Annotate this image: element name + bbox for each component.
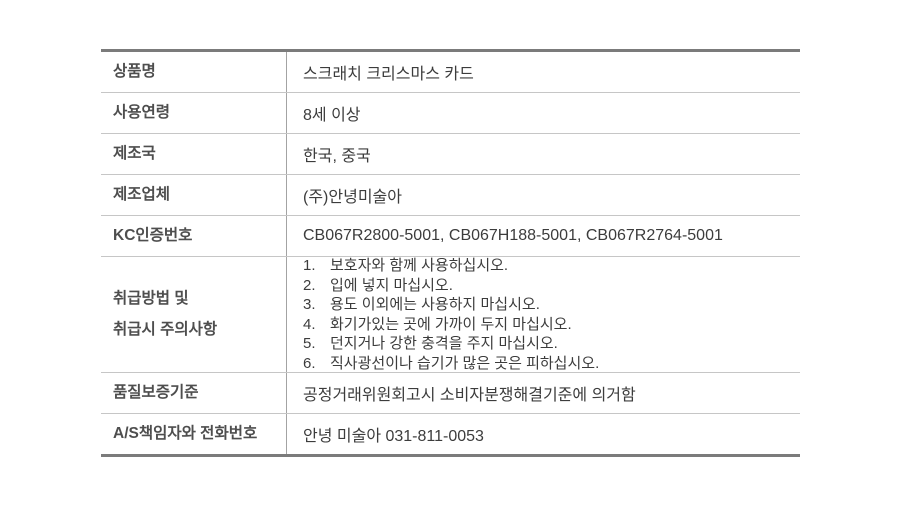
precaution-text: 용도 이외에는 사용하지 마십시오. [330, 296, 540, 313]
precaution-number: 3. [303, 296, 316, 313]
spec-row-manufacturer: 제조업체 (주)안녕미술아 [101, 175, 800, 216]
spec-value: 안녕 미술아 031-811-0053 [303, 428, 484, 445]
spec-value: 한국, 중국 [303, 148, 371, 165]
spec-value: CB067R2800-5001, CB067H188-5001, CB067R2… [303, 227, 723, 244]
precaution-text: 화기가있는 곳에 가까이 두지 마십시오. [330, 315, 572, 333]
precaution-text: 직사광선이나 습기가 많은 곳은 피하십시오. [330, 354, 600, 372]
spec-value: 스크래치 크리스마스 카드 [303, 66, 474, 83]
precaution-list: 1. 보호자와 함께 사용하십시오. 2. 입에 넣지 마십시오. 3. 용도 … [303, 256, 599, 373]
precaution-item: 1. 보호자와 함께 사용하십시오. [303, 256, 599, 276]
spec-row-as-contact: A/S책임자와 전화번호 안녕 미술아 031-811-0053 [101, 414, 800, 454]
product-spec-table: 상품명 스크래치 크리스마스 카드 사용연령 8세 이상 제조국 한국, 중국 … [101, 49, 800, 457]
precaution-number: 4. [303, 315, 316, 333]
precaution-item: 3. 용도 이외에는 사용하지 마십시오. [303, 295, 599, 315]
spec-value: 1. 보호자와 함께 사용하십시오. 2. 입에 넣지 마십시오. 3. 용도 … [287, 257, 800, 372]
spec-label: 품질보증기준 [101, 373, 287, 413]
spec-row-age-range: 사용연령 8세 이상 [101, 93, 800, 134]
spec-value: 8세 이상 [303, 107, 361, 124]
spec-label: 취급방법 및 취급시 주의사항 [101, 257, 287, 372]
spec-label: A/S책임자와 전화번호 [101, 414, 287, 454]
spec-value: 공정거래위원회고시 소비자분쟁해결기준에 의거함 [303, 387, 636, 404]
precaution-number: 2. [303, 276, 316, 294]
precaution-text: 보호자와 함께 사용하십시오. [330, 257, 509, 274]
spec-label: 제조국 [101, 134, 287, 174]
spec-row-kc-certification: KC인증번호 CB067R2800-5001, CB067H188-5001, … [101, 216, 800, 257]
spec-label: 제조업체 [101, 175, 287, 215]
spec-row-handling-precautions: 취급방법 및 취급시 주의사항 1. 보호자와 함께 사용하십시오. 2. 입에… [101, 257, 800, 373]
spec-value: (주)안녕미술아 [303, 189, 402, 206]
spec-label: KC인증번호 [101, 216, 287, 256]
spec-row-product-name: 상품명 스크래치 크리스마스 카드 [101, 52, 800, 93]
precaution-item: 2. 입에 넣지 마십시오. [303, 276, 599, 296]
precaution-text: 입에 넣지 마십시오. [330, 276, 453, 294]
spec-label: 사용연령 [101, 93, 287, 133]
spec-row-country-of-origin: 제조국 한국, 중국 [101, 134, 800, 175]
precaution-item: 5. 던지거나 강한 충격을 주지 마십시오. [303, 334, 599, 354]
precaution-number: 1. [303, 257, 316, 274]
precaution-item: 6. 직사광선이나 습기가 많은 곳은 피하십시오. [303, 354, 599, 374]
precaution-item: 4. 화기가있는 곳에 가까이 두지 마십시오. [303, 315, 599, 335]
spec-row-warranty-standard: 품질보증기준 공정거래위원회고시 소비자분쟁해결기준에 의거함 [101, 373, 800, 414]
precaution-number: 6. [303, 354, 316, 372]
precaution-text: 던지거나 강한 충격을 주지 마십시오. [330, 335, 558, 352]
spec-label: 상품명 [101, 52, 287, 92]
precaution-number: 5. [303, 335, 316, 352]
